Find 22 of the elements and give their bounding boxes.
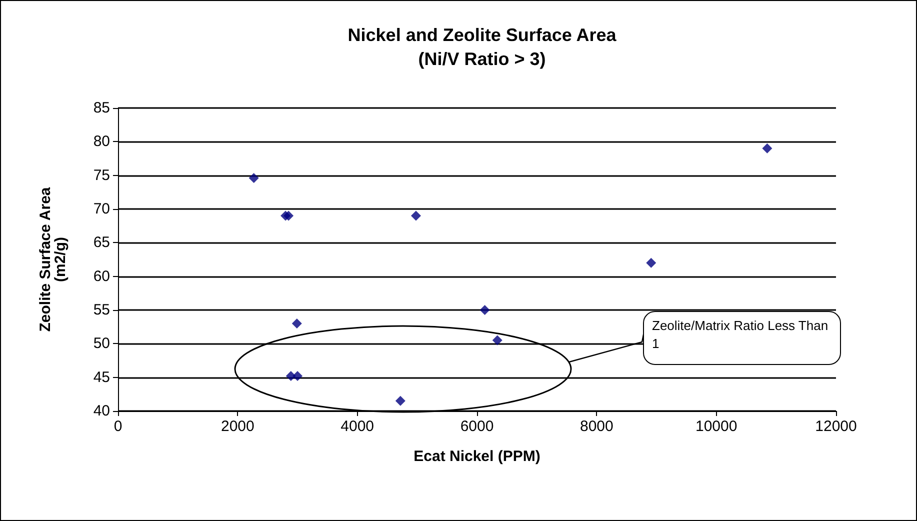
y-tick-label: 85	[93, 100, 110, 116]
y-tick-label: 80	[93, 133, 110, 150]
annotation: Zeolite/Matrix Ratio Less Than 1	[643, 311, 841, 365]
y-tick-label: 55	[93, 302, 110, 318]
y-tick-label: 65	[93, 234, 110, 252]
y-axis-title: Zeolite Surface Area (m2/g)	[37, 186, 69, 332]
x-tick-label: 10000	[695, 418, 738, 435]
y-tick-label: 75	[93, 166, 110, 184]
y-tick-label: 70	[93, 200, 110, 218]
chart-subtitle: (Ni/V Ratio > 3)	[418, 49, 546, 69]
y-tick-label: 40	[93, 402, 110, 420]
y-tick-label: 50	[93, 335, 110, 352]
chart-title: Nickel and Zeolite Surface Area	[348, 25, 618, 45]
x-tick-label: 6000	[460, 418, 494, 435]
x-axis-title: Ecat Nickel (PPM)	[414, 448, 540, 465]
y-tick-label: 45	[93, 368, 110, 386]
x-tick-label: 8000	[580, 418, 614, 435]
x-tick-label: 2000	[220, 418, 254, 435]
x-tick-label: 12000	[815, 418, 857, 435]
y-tick-label: 60	[93, 268, 110, 285]
x-tick-label: 4000	[340, 418, 374, 435]
x-tick-label: 0	[114, 418, 122, 435]
